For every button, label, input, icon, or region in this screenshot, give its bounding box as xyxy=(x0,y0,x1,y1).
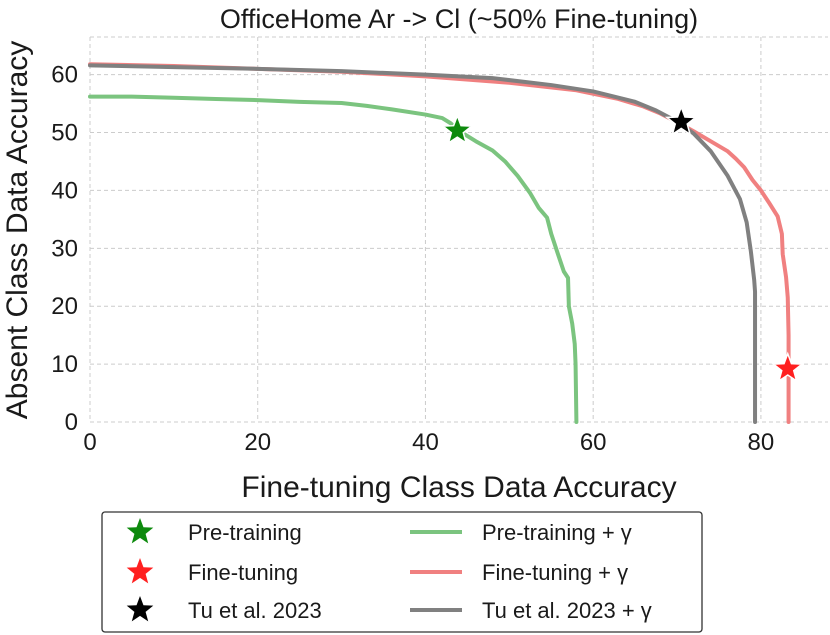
y-tick-label: 0 xyxy=(65,409,78,436)
x-tick-label: 60 xyxy=(580,429,607,456)
series-line-tu-et-al-2023 xyxy=(88,63,758,424)
legend-label-fine-tuning: Fine-tuning xyxy=(188,560,298,585)
plot-area xyxy=(90,37,828,422)
legend: Pre-training Pre-training + γ Fine-tuning F… xyxy=(101,511,703,633)
star-marker-fine-tuning xyxy=(771,351,805,383)
y-tick-label: 60 xyxy=(51,62,78,89)
x-tick-label: 80 xyxy=(748,429,775,456)
legend-star-pre-training xyxy=(126,518,154,544)
chart-title: OfficeHome Ar -> Cl (~50% Fine-tuning) xyxy=(220,4,698,34)
star-marker-pre-training xyxy=(441,113,474,145)
y-tick-label: 20 xyxy=(51,293,78,320)
y-tick-label: 40 xyxy=(51,177,78,204)
legend-label-pre-training: Pre-training xyxy=(188,520,302,545)
legend-label-pre-training: Pre-training + γ xyxy=(482,520,632,545)
y-tick-label: 30 xyxy=(51,235,78,262)
legend-star-tu-et-al-2023 xyxy=(126,596,154,622)
x-tick-labels: 0 20 40 60 80 xyxy=(83,429,774,456)
x-tick-label: 40 xyxy=(412,429,439,456)
legend-label-tu-et-al-2023: Tu et al. 2023 xyxy=(188,598,322,623)
grid-lines xyxy=(89,36,828,423)
series-line-fine-tuning xyxy=(88,62,791,424)
star-marker-tu-et-al-2023 xyxy=(664,104,698,136)
legend-frame xyxy=(101,511,703,633)
y-axis-title: Absent Class Data Accuracy xyxy=(1,41,34,420)
series-layer xyxy=(88,62,805,424)
x-tick-label: 0 xyxy=(83,429,96,456)
y-tick-labels: 0 10 20 30 40 50 60 xyxy=(51,62,78,436)
y-tick-label: 50 xyxy=(51,120,78,147)
x-tick-label: 20 xyxy=(244,429,271,456)
legend-label-fine-tuning: Fine-tuning + γ xyxy=(482,560,628,585)
x-axis-title: Fine-tuning Class Data Accuracy xyxy=(241,471,676,504)
legend-star-fine-tuning xyxy=(126,558,154,584)
legend-label-tu-et-al-2023: Tu et al. 2023 + γ xyxy=(482,598,652,623)
y-tick-label: 10 xyxy=(51,351,78,378)
series-line-pre-training xyxy=(88,94,579,424)
